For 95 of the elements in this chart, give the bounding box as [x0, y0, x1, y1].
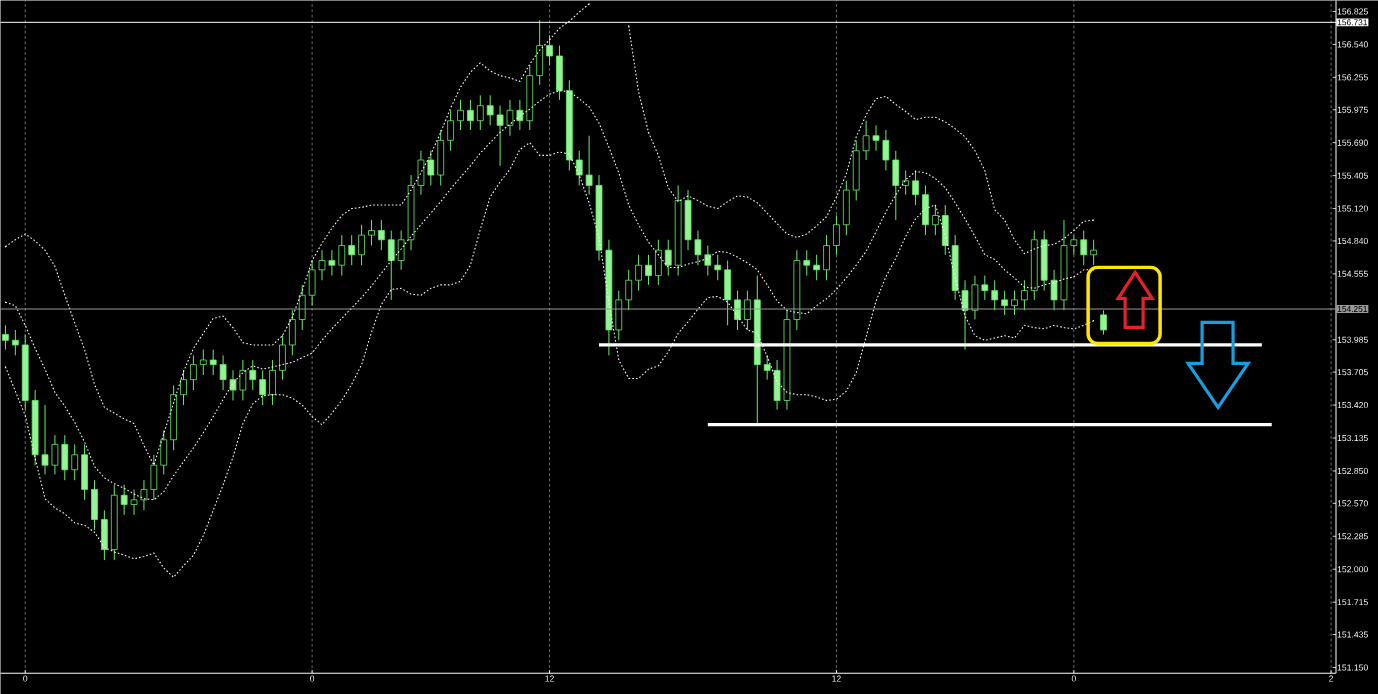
x-tick-label: 0: [310, 675, 315, 682]
candlestick: [120, 484, 128, 516]
candlestick: [219, 354, 227, 391]
candlestick: [912, 169, 919, 206]
candlestick: [427, 150, 435, 186]
y-tick-label: 153.705: [1337, 368, 1368, 376]
candlestick: [51, 434, 59, 475]
candlestick: [862, 120, 870, 161]
candlestick: [239, 359, 247, 401]
candlestick: [694, 229, 702, 266]
candlestick: [763, 354, 771, 381]
y-tick-label: 152.285: [1337, 533, 1368, 540]
y-tick-label: 152.000: [1337, 566, 1368, 573]
candlestick: [338, 234, 346, 276]
candlestick: [318, 249, 326, 281]
candlestick: [744, 290, 751, 331]
candlestick: [1011, 290, 1018, 316]
ref-line-label: 156.731: [1337, 19, 1368, 26]
candlestick: [882, 129, 890, 171]
y-tick-label: 154.555: [1337, 270, 1368, 277]
candlestick: [931, 204, 939, 236]
candlestick: [645, 254, 652, 286]
x-tick-label: 0: [1071, 675, 1076, 682]
ref-line-label: 154.251: [1337, 305, 1368, 312]
candlestick: [457, 99, 464, 131]
candlestick: [476, 94, 484, 131]
y-tick-label: 156.825: [1337, 8, 1368, 15]
candlestick: [635, 254, 642, 292]
y-tick-label: 153.420: [1337, 401, 1368, 409]
candlestick: [1070, 234, 1078, 256]
candlestick: [872, 124, 880, 152]
candlestick: [467, 99, 474, 131]
candlestick: [546, 34, 553, 66]
x-tick-label: 0: [23, 675, 28, 682]
y-tick-label: 151.435: [1337, 631, 1368, 638]
candlestick: [140, 479, 148, 511]
candlestick: [378, 219, 385, 251]
candlestick: [397, 229, 405, 271]
y-tick-label: 153.135: [1337, 434, 1368, 441]
candlestick: [1080, 229, 1088, 266]
candlestick: [1021, 279, 1028, 311]
candlestick: [368, 219, 375, 246]
candlestick: [991, 279, 999, 311]
candlestick: [585, 135, 593, 196]
candlestick: [1100, 309, 1107, 335]
candlestick: [575, 150, 583, 186]
candlestick: [130, 488, 138, 516]
y-tick-label: 155.975: [1337, 106, 1368, 113]
candlestick: [358, 224, 365, 266]
candlestick: [486, 94, 494, 126]
y-tick-label: 152.570: [1337, 500, 1368, 507]
candlestick: [229, 369, 237, 401]
candlestick: [387, 229, 395, 301]
candlestick: [447, 109, 454, 152]
candlestick: [625, 269, 633, 311]
candlestick: [833, 214, 840, 256]
y-tick-label: 152.850: [1337, 467, 1368, 474]
candlestick: [1050, 269, 1058, 311]
candlestick: [199, 348, 207, 376]
candlestick: [180, 369, 187, 406]
y-tick-label: 151.150: [1337, 664, 1368, 671]
candlestick: [11, 329, 19, 356]
candlestick: [981, 275, 989, 301]
candlestick: [961, 279, 969, 350]
x-tick-label: 2: [1329, 675, 1334, 682]
y-tick-label: 156.255: [1337, 74, 1368, 81]
candlestick: [259, 369, 267, 406]
candlestick: [209, 348, 217, 376]
candlestick: [249, 359, 257, 391]
candlestick: [516, 99, 524, 131]
x-tick-label: 12: [545, 675, 554, 682]
candlestick: [506, 99, 514, 137]
y-tick-label: 153.985: [1337, 336, 1368, 343]
candlestick: [348, 234, 356, 266]
y-tick-label: 155.405: [1337, 172, 1368, 179]
candlestick: [71, 443, 79, 481]
y-tick-label: 155.690: [1337, 139, 1368, 146]
candlestick: [2, 324, 9, 350]
candlestick: [1001, 290, 1008, 316]
candlestick: [664, 239, 672, 276]
candlestick: [714, 254, 722, 281]
candlestick: [813, 254, 821, 281]
candlestick: [41, 404, 49, 475]
y-tick-label: 151.715: [1337, 599, 1368, 606]
x-tick-label: 12: [832, 675, 841, 682]
candlestick: [1090, 239, 1098, 266]
y-tick-label: 154.840: [1337, 237, 1368, 244]
candlestick: [704, 244, 712, 276]
candlestick: [190, 354, 197, 391]
candlestick: [496, 105, 504, 167]
candlestick: [803, 249, 811, 276]
candlestick: [328, 249, 336, 276]
candlestick: [902, 169, 910, 196]
y-tick-label: 156.540: [1337, 41, 1368, 48]
y-tick-label: 155.120: [1337, 205, 1368, 212]
